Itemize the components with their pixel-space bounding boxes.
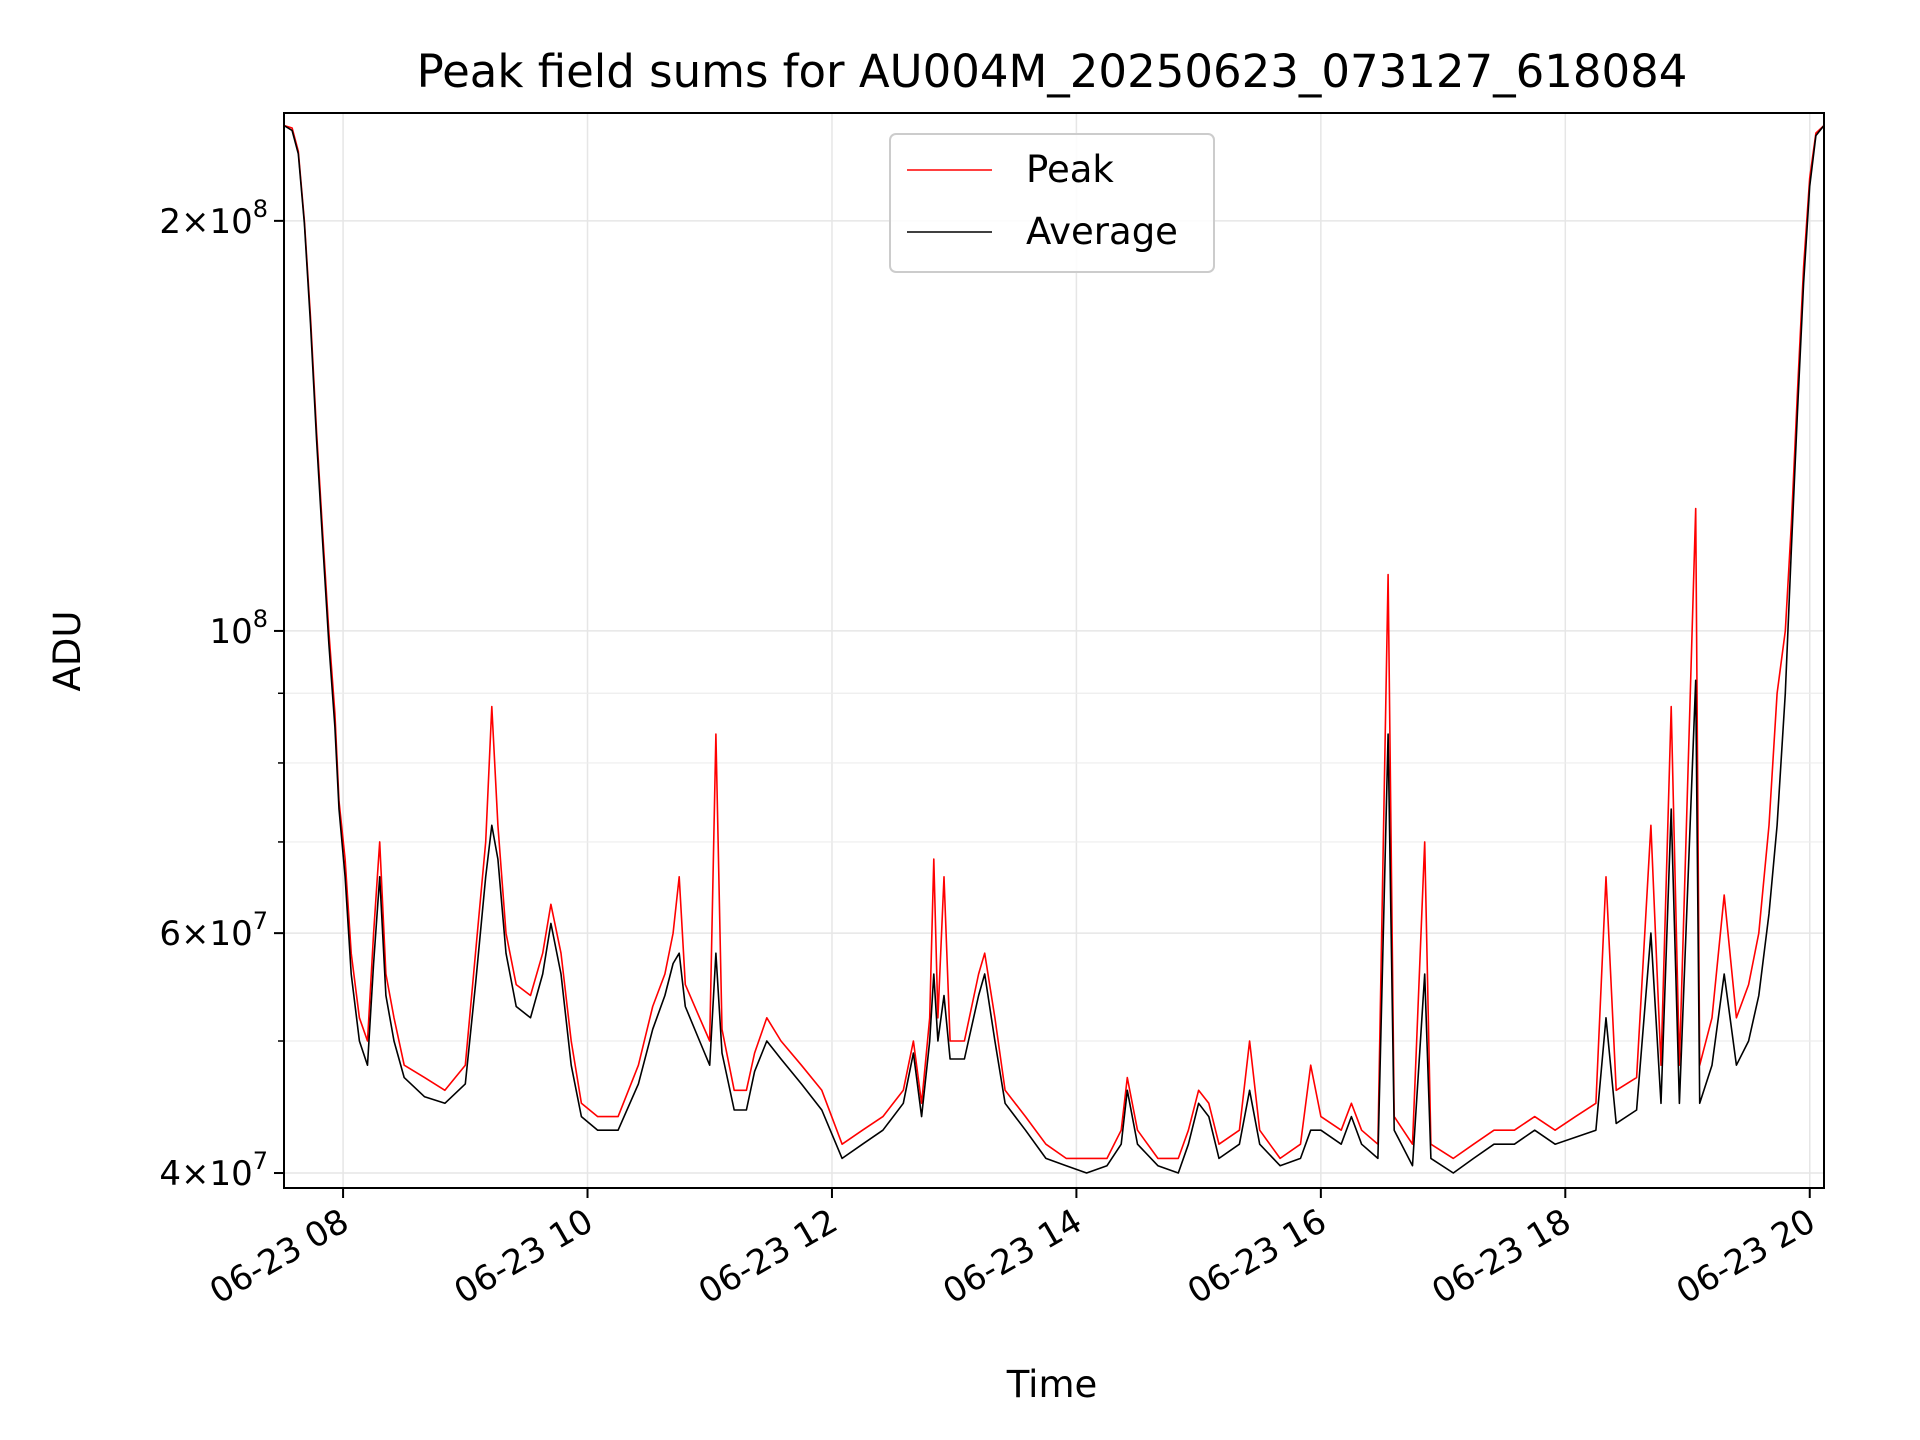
series-line-average [283,124,1825,1174]
legend: Peak Average [889,133,1215,273]
y-axis-ticks: 4×107 6×107 108 2×108 [159,195,284,1194]
legend-label-average: Average [1026,210,1178,253]
chart-title: Peak field sums for AU004M_20250623_0731… [417,45,1688,98]
y-tick-label: 4×107 [159,1147,268,1194]
y-tick-label: 2×108 [159,195,268,242]
legend-label-peak: Peak [1026,148,1114,191]
series-lines [283,124,1825,1174]
y-axis-label: ADU [46,611,89,692]
legend-box [889,133,1215,273]
y-tick-label: 6×107 [159,907,268,954]
x-axis-label: Time [1006,1363,1098,1406]
series-line-peak [283,124,1825,1160]
y-tick-label: 108 [209,605,268,652]
plot-area [284,113,1824,1188]
plot-frame [283,112,1825,1189]
